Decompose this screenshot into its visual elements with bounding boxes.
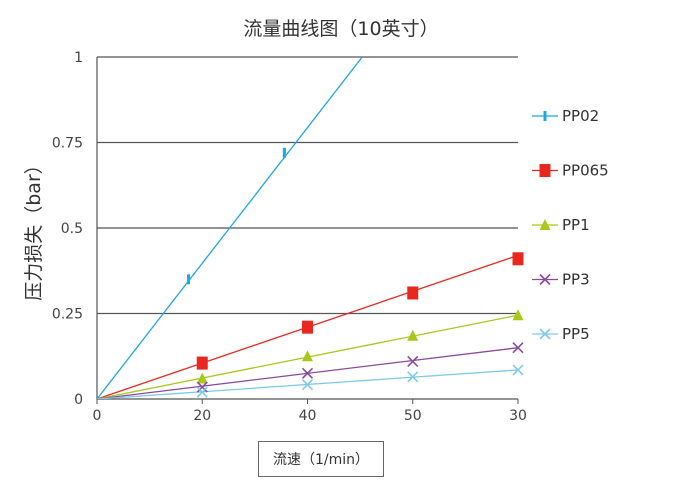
x-tick-label: 30: [509, 408, 527, 424]
x-tick-label: 0: [93, 408, 102, 424]
y-tick-label: 1: [74, 50, 83, 66]
legend: PP02 PP065 PP1 PP3 PP5: [532, 107, 609, 343]
x-tick-label: 20: [193, 408, 211, 424]
marker-pp3: [196, 381, 208, 393]
marker-pp065: [512, 252, 524, 266]
marker-pp3-stroke: [407, 355, 419, 367]
legend-marker-pp5: [539, 328, 551, 340]
legend-marker-pp02: [543, 111, 547, 121]
marker-pp5: [512, 364, 524, 376]
legend-label-pp1: PP1: [562, 216, 590, 234]
x-tick-label: 50: [404, 408, 422, 424]
legend-label-pp3: PP3: [562, 271, 590, 289]
series-markers: [187, 147, 524, 398]
marker-pp5-stroke: [196, 386, 208, 398]
marker-pp5-stroke: [407, 371, 419, 383]
marker-pp02: [187, 274, 191, 285]
y-tick-label: 0.75: [52, 136, 83, 152]
legend-label-pp02: PP02: [562, 107, 599, 125]
marker-pp3: [407, 355, 419, 367]
marker-pp5-stroke: [301, 379, 314, 391]
marker-pp3: [301, 367, 314, 379]
series-line-pp02: [97, 57, 363, 399]
y-axis-label: 压力损失（bar）: [23, 155, 45, 301]
marker-pp1: [302, 350, 313, 362]
marker-pp065: [407, 286, 419, 300]
marker-pp02: [282, 147, 286, 158]
grid-lines: [97, 56, 518, 315]
y-tick-label: 0.25: [52, 307, 83, 323]
marker-pp1: [407, 329, 419, 341]
marker-pp5: [196, 386, 208, 398]
legend-label-pp065: PP065: [562, 162, 609, 180]
marker-pp3-stroke: [512, 342, 524, 354]
x-axis-label: 流速（1/min）: [258, 441, 384, 477]
marker-pp3-stroke: [196, 381, 208, 393]
marker-pp5: [301, 379, 314, 391]
marker-pp5-stroke: [512, 364, 524, 376]
y-tick-label: 0.5: [61, 221, 83, 237]
y-tick-label: 0: [74, 392, 83, 408]
legend-label-pp5: PP5: [562, 325, 590, 343]
legend-marker-pp3-stroke: [539, 273, 551, 286]
marker-pp5: [407, 371, 419, 383]
marker-pp3: [512, 342, 524, 354]
legend-marker-pp1: [539, 219, 551, 230]
chart-title: 流量曲线图（10英寸）: [243, 18, 438, 40]
marker-pp1: [512, 309, 524, 321]
marker-pp065: [302, 320, 313, 334]
legend-marker-pp065: [539, 164, 551, 177]
x-tick-label: 40: [299, 408, 317, 424]
legend-marker-pp5-stroke: [539, 328, 551, 340]
tick-labels: 0 0.25 0.5 0.75 1 0 20 40 50 30: [52, 50, 527, 424]
marker-pp1: [196, 372, 208, 384]
marker-pp065: [196, 356, 208, 370]
axes: [96, 57, 519, 404]
marker-pp3-stroke: [301, 367, 314, 379]
legend-marker-pp3: [539, 273, 551, 286]
